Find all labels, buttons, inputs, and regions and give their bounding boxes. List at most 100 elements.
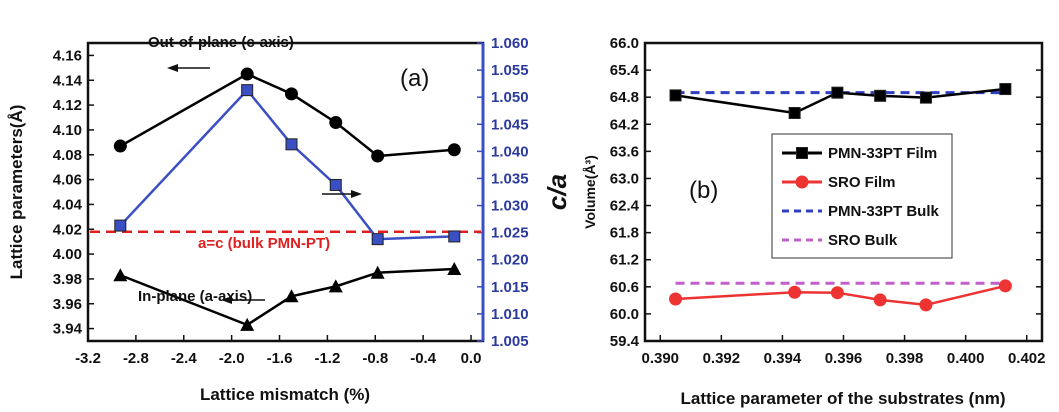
y-tick-label: 60.6: [610, 279, 639, 296]
y2-tick-label: 1.040: [491, 143, 529, 160]
data-point: [113, 268, 128, 282]
y-tick-label: 64.2: [610, 116, 639, 133]
panel-a-y2-ticks: 1.005 1.010 1.015 1.020 1.025 1.030 1.035 1.040…: [477, 35, 529, 350]
series-line-1: [675, 284, 1006, 307]
data-point: [831, 86, 844, 99]
data-point: [447, 143, 461, 157]
panel-a-x-ticks: -3.2 -2.8 -2.4 -2.0 -1.6 -1.2 -0.8 -0.4 0.0: [75, 335, 481, 367]
y-tick-label: 3.96: [53, 296, 82, 313]
data-point: [113, 139, 127, 153]
y2-tick-label: 1.005: [491, 333, 529, 350]
y-tick-label: 4.08: [53, 147, 82, 164]
y2-tick-label: 1.025: [491, 225, 529, 242]
data-point: [371, 233, 384, 246]
y-tick-label: 3.98: [53, 271, 82, 288]
x-tick-label: -0.4: [410, 350, 437, 367]
y2-tick-label: 1.015: [491, 279, 529, 296]
y-tick-label: 61.8: [610, 225, 639, 242]
panel-a-y-ticks: 3.94 3.96 3.98 4.00 4.02 4.04 4.06 4.08 4.10 4.12…: [53, 47, 94, 338]
y-tick-label: 4.14: [53, 72, 83, 89]
data-point: [114, 219, 127, 232]
y-tick-label: 4.06: [53, 172, 82, 189]
panel-b-label: (b): [689, 177, 718, 204]
legend-label: PMN-33PT Bulk: [828, 203, 940, 220]
series-line-2: [119, 88, 455, 241]
legend-marker: [796, 147, 808, 159]
ref-line-label: a=c (bulk PMN-PT): [198, 235, 330, 252]
y-tick-label: 4.00: [53, 246, 82, 263]
y-tick-label: 4.16: [53, 47, 82, 64]
legend-label: SRO Film: [828, 174, 896, 191]
data-point: [240, 67, 254, 81]
panel-a-y-axis-title: Lattice parameters(Å): [7, 105, 26, 280]
x-tick-label: -2.4: [171, 350, 198, 367]
series-line-0: [675, 87, 1006, 115]
panel-a: -3.2 -2.8 -2.4 -2.0 -1.6 -1.2 -0.8 -0.4 0.0 3.94…: [7, 34, 572, 404]
data-point: [448, 230, 461, 243]
data-point: [874, 89, 887, 102]
y-tick-label: 64.8: [610, 89, 639, 106]
y-tick-label: 65.4: [610, 62, 640, 79]
y-tick-label: 63.0: [610, 170, 639, 187]
panel-b: 0.390 0.392 0.394 0.396 0.398 0.400 0.402 59.4…: [582, 35, 1046, 408]
x-tick-label: 0.398: [886, 350, 924, 367]
panel-a-series: [113, 67, 462, 331]
panel-b-y-ticks: 59.4 60.0 60.6 61.2 61.8 62.4 63.0 63.6 64.2 64.8…: [610, 35, 1042, 350]
y2-tick-label: 1.050: [491, 89, 529, 106]
arrow-left-in-plane-icon: [221, 296, 265, 304]
legend-label: SRO Bulk: [828, 232, 898, 249]
panel-b-series: [669, 83, 1012, 312]
y-tick-label: 63.6: [610, 143, 639, 160]
data-point: [830, 286, 844, 300]
arrow-right-ca-icon: [322, 190, 362, 198]
panel-a-x-axis-title: Lattice mismatch (%): [200, 385, 370, 404]
x-tick-label: 0.402: [1008, 350, 1046, 367]
panel-a-y2-axis-title: c/a: [542, 174, 572, 210]
data-point: [669, 292, 683, 306]
data-point: [669, 89, 682, 102]
data-point: [329, 115, 343, 129]
in-plane-label: In-plane (a-axis): [138, 288, 252, 305]
x-tick-label: 0.396: [825, 350, 863, 367]
y-tick-label: 66.0: [610, 35, 639, 52]
x-tick-label: -2.0: [219, 350, 245, 367]
data-point: [873, 293, 887, 307]
x-tick-label: -1.6: [267, 350, 293, 367]
y-tick-label: 4.10: [53, 122, 82, 139]
data-point: [329, 178, 342, 191]
x-tick-label: -0.8: [362, 350, 388, 367]
y-tick-label: 61.2: [610, 252, 639, 269]
x-tick-label: 0.392: [703, 350, 741, 367]
x-tick-label: -2.8: [123, 350, 149, 367]
y2-tick-label: 1.010: [491, 306, 529, 323]
data-point: [919, 91, 932, 104]
y2-tick-label: 1.060: [491, 35, 529, 52]
y-tick-label: 60.0: [610, 306, 639, 323]
data-point: [447, 261, 462, 275]
data-point: [240, 317, 255, 331]
data-point: [241, 84, 254, 97]
data-point: [919, 298, 933, 312]
y2-tick-label: 1.020: [491, 252, 529, 269]
data-point: [371, 149, 385, 163]
legend: PMN-33PT Film SRO Film PMN-33PT Bulk SRO Bu…: [771, 133, 953, 259]
y2-tick-label: 1.035: [491, 170, 529, 187]
panel-b-x-ticks: 0.390 0.392 0.394 0.396 0.398 0.400 0.402: [641, 335, 1046, 367]
y-tick-label: 4.02: [53, 221, 82, 238]
data-point: [788, 106, 801, 119]
legend-label: PMN-33PT Film: [828, 145, 937, 162]
y-tick-label: 4.04: [53, 196, 83, 213]
y2-tick-label: 1.045: [491, 116, 529, 133]
x-tick-label: -3.2: [75, 350, 101, 367]
data-point: [998, 279, 1012, 293]
data-point: [285, 138, 298, 151]
data-point: [284, 87, 298, 101]
panel-b-x-axis-title: Lattice parameter of the substrates (nm): [681, 389, 1006, 408]
y-tick-label: 59.4: [610, 333, 640, 350]
x-tick-label: 0.394: [764, 350, 802, 367]
data-point: [788, 285, 802, 299]
data-point: [370, 265, 385, 279]
y-tick-label: 62.4: [610, 198, 640, 215]
data-point: [999, 83, 1012, 96]
